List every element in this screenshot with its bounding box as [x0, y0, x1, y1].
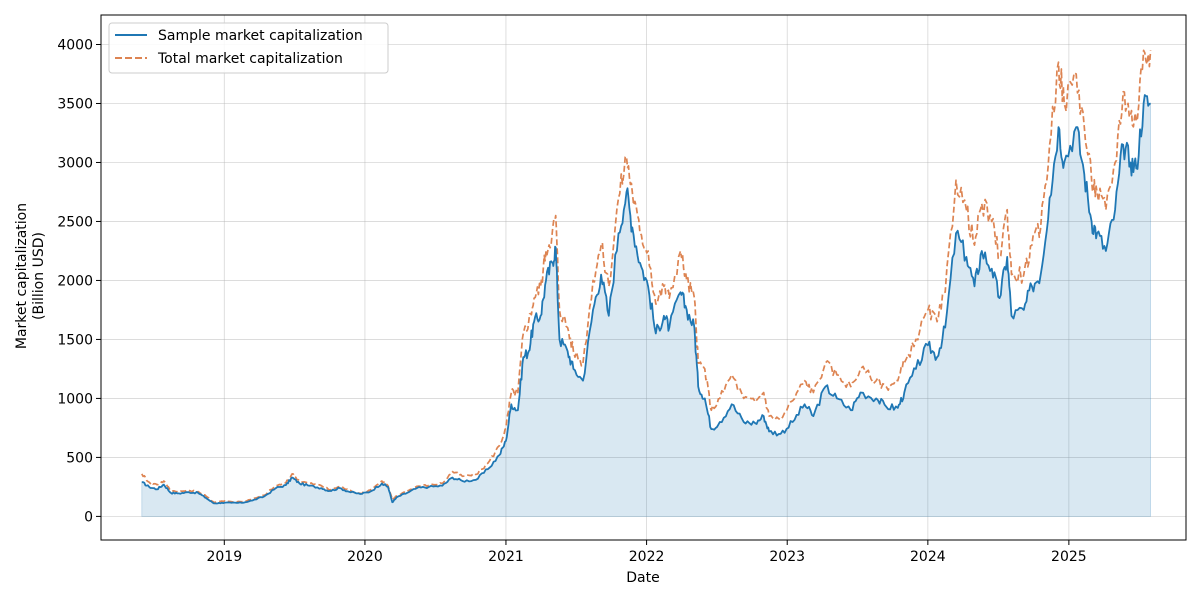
series-lines [141, 49, 1152, 505]
x-tick-label: 2023 [769, 549, 805, 565]
x-axis-label: Date [626, 570, 659, 586]
legend: Sample market capitalization Total marke… [108, 22, 389, 74]
x-tick-label: 2019 [206, 549, 242, 565]
y-axis-label-line: (Billion USD) [31, 232, 47, 320]
y-axis-label-line: Market capitalization [14, 203, 30, 349]
x-tick-label: 2022 [629, 549, 665, 565]
y-tick-label: 3500 [57, 96, 93, 112]
x-tick-label: 2024 [910, 549, 946, 565]
legend-label-total: Total market capitalization [157, 51, 343, 67]
legend-label-sample: Sample market capitalization [158, 28, 363, 44]
y-tick-label: 2500 [57, 214, 93, 230]
x-tick-label: 2020 [347, 549, 383, 565]
series-line-1 [141, 49, 1152, 504]
y-axis-ticks: 0 500 1000 1500 2000 2500 3000 3500 4000 [57, 37, 101, 525]
y-tick-label: 1000 [57, 391, 93, 407]
y-tick-label: 4000 [57, 37, 93, 53]
y-tick-label: 2000 [57, 273, 93, 289]
y-tick-label: 500 [66, 450, 93, 466]
x-tick-label: 2025 [1051, 549, 1087, 565]
x-tick-label: 2021 [488, 549, 524, 565]
plot-frame [100, 14, 1187, 541]
y-axis-label: Market capitalization(Billion USD) [14, 203, 47, 349]
y-tick-label: 0 [84, 509, 93, 525]
x-axis-ticks: 2019 2020 2021 2022 2023 2024 2025 [206, 540, 1087, 565]
y-tick-label: 3000 [57, 155, 93, 171]
legend-box [108, 22, 389, 74]
series-line-0 [141, 94, 1151, 505]
y-tick-label: 1500 [57, 332, 93, 348]
